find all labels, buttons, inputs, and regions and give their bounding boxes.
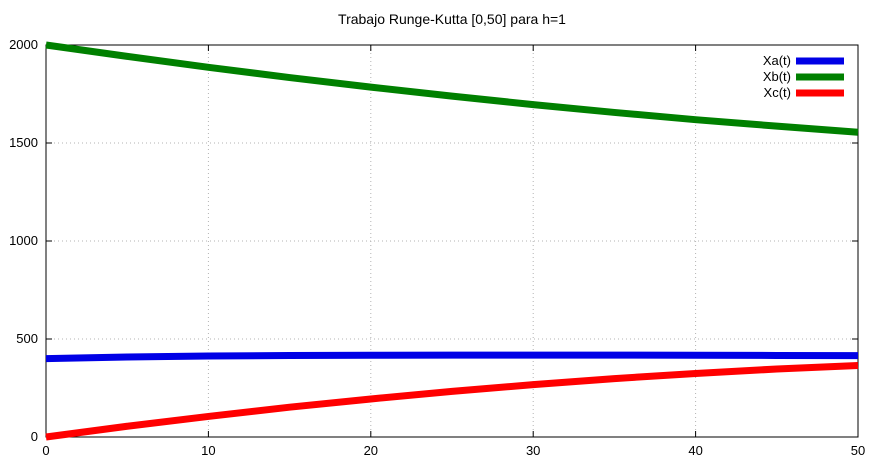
- x-axis-tick-label: 40: [688, 443, 703, 458]
- x-axis-tick-label: 10: [201, 443, 216, 458]
- plot-border: [45, 44, 859, 438]
- x-axis-tick-label: 30: [525, 443, 541, 458]
- curve-xb: [45, 41, 859, 136]
- y-axis-tick-label: 0: [30, 429, 38, 444]
- curve-xa: [45, 351, 859, 363]
- x-axis-tick-label: 50: [850, 443, 866, 458]
- legend-swatch-xc: [796, 89, 844, 97]
- legend-label-xb: Xb(t): [762, 69, 791, 84]
- x-axis-tick-label: 0: [42, 443, 50, 458]
- chart-title: Trabajo Runge-Kutta [0,50] para h=1: [338, 11, 566, 27]
- y-axis-tick-label: 1500: [9, 135, 38, 150]
- legend-swatch-xa: [796, 57, 844, 65]
- y-axis-tick-label: 2000: [9, 37, 38, 52]
- legend-swatch-xb: [796, 73, 844, 81]
- y-axis-tick-label: 500: [16, 331, 38, 346]
- curve-xc: [45, 361, 859, 441]
- legend-label-xa: Xa(t): [762, 53, 791, 68]
- y-axis-tick-label: 1000: [9, 233, 38, 248]
- x-axis-tick-label: 20: [363, 443, 379, 458]
- legend-label-xc: Xc(t): [763, 85, 791, 100]
